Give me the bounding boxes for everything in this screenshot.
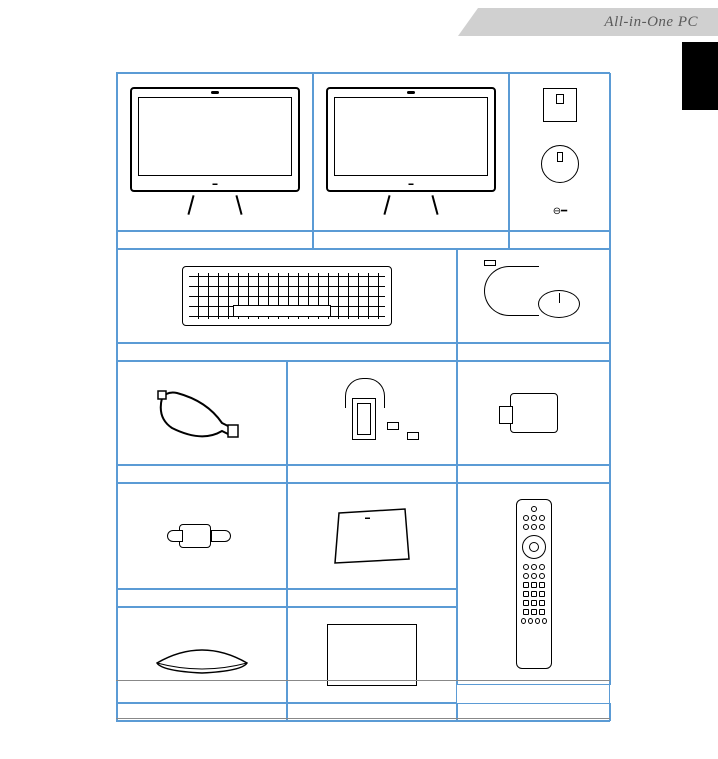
power-cord-icon (152, 383, 252, 443)
cloth-icon: ▬ (327, 501, 417, 571)
keyboard-icon (182, 266, 392, 326)
label-cell (509, 231, 611, 249)
package-contents-table: ▬ ▬ ⊖━ (116, 72, 610, 722)
mount-plate-icon (543, 88, 577, 122)
cell-adapter (287, 361, 457, 465)
warranty-card-icon (327, 624, 417, 686)
label-cell (117, 343, 457, 361)
table-label-row (117, 231, 609, 249)
cell-monitor-2: ▬ (313, 73, 509, 231)
cell-warranty-card (287, 607, 457, 703)
cell-stand-base (117, 607, 287, 703)
tv-connector-icon (167, 520, 237, 552)
page-tab-marker (682, 42, 718, 110)
cell-cleaning-cloth: ▬ (287, 483, 457, 589)
cell-remote (457, 483, 611, 685)
table-row: ▬ (117, 483, 609, 703)
screw-icon: ⊖━ (553, 206, 567, 217)
monitor-icon: ▬ (326, 87, 496, 217)
label-cell (117, 589, 287, 607)
stand-base-icon (147, 635, 257, 675)
label-cell (117, 465, 287, 483)
table-label-row (117, 465, 609, 483)
usb-dongle-icon (510, 393, 558, 433)
footnote-rule (116, 680, 610, 681)
table-row: ▬ ▬ ⊖━ (117, 73, 609, 231)
mount-disc-icon (541, 145, 579, 183)
adapter-icon (317, 378, 427, 448)
cell-keyboard (117, 249, 457, 343)
cell-tv-connector (117, 483, 287, 589)
svg-text:▬: ▬ (365, 515, 370, 521)
cell-power-cord (117, 361, 287, 465)
cell-monitor-1: ▬ (117, 73, 313, 231)
table-row (117, 361, 609, 465)
label-cell (313, 231, 509, 249)
monitor-icon: ▬ (130, 87, 300, 217)
table-row (117, 249, 609, 343)
cell-screw-kit: ⊖━ (509, 73, 611, 231)
label-cell (287, 589, 457, 607)
table-label-row (117, 343, 609, 361)
cell-dongle (457, 361, 611, 465)
label-cell (287, 465, 457, 483)
label-cell (457, 465, 611, 483)
mouse-icon (484, 266, 584, 326)
footnote-rule (116, 718, 610, 719)
header-banner: All-in-One PC (458, 8, 718, 36)
label-cell (117, 231, 313, 249)
header-title: All-in-One PC (604, 14, 698, 31)
remote-control-icon (516, 499, 552, 669)
label-cell (457, 343, 611, 361)
cell-mouse (457, 249, 611, 343)
